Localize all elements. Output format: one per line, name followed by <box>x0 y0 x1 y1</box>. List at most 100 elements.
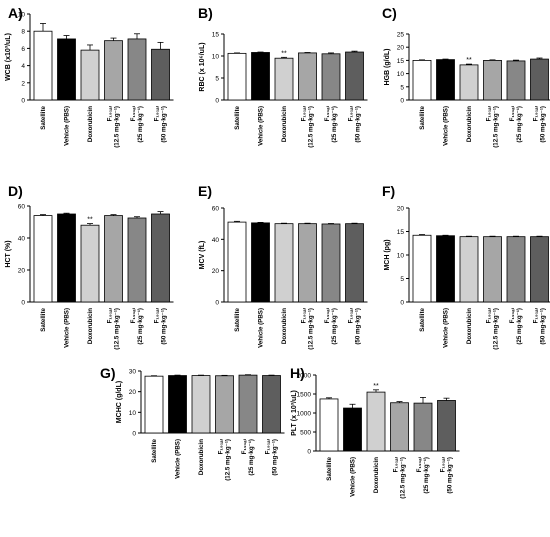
x-category-label: Doxorubicin <box>281 106 288 142</box>
significance-label: ** <box>87 217 93 224</box>
x-category-label: F₁₉₁ₐₗ(50 mg·kg⁻¹) <box>348 105 362 142</box>
bar-2 <box>436 59 455 101</box>
panel-letter: C) <box>382 5 397 21</box>
y-axis-label: PLT (x 10³/uL) <box>291 390 298 436</box>
x-category-label: F₁₉₁ₐₗ(50 mg·kg⁻¹) <box>265 438 279 475</box>
significance-label: ** <box>373 383 379 390</box>
x-category-label: Doxorubicin <box>87 106 94 142</box>
panel-letter: G) <box>100 365 116 381</box>
y-axis-label: HCT (%) <box>5 240 12 267</box>
bar-6 <box>262 375 281 434</box>
bar-4 <box>298 52 317 101</box>
x-category-label: Vehicle (PBS) <box>350 457 357 497</box>
bar-6 <box>530 58 549 101</box>
bar-2 <box>436 235 455 303</box>
y-tick-label: 10 <box>18 12 26 19</box>
bar-1 <box>33 30 53 101</box>
bar-5 <box>321 223 341 303</box>
y-axis-label: MCH (pg) <box>384 239 391 270</box>
bar-1 <box>412 60 432 101</box>
bar-5 <box>413 402 433 452</box>
y-tick-label: 0 <box>307 449 311 456</box>
x-category-label: Satellite <box>419 105 426 129</box>
x-category-label: Satellite <box>234 307 241 331</box>
y-tick-label: 0 <box>215 98 219 105</box>
x-category-label: F₁₉₁ₐₗ(12.5 mg·kg⁻¹) <box>107 307 121 349</box>
x-category-label: F₁₉₁ₐₗ(25 mg·kg⁻¹) <box>324 307 338 344</box>
bar-6 <box>345 51 364 101</box>
bar-3 <box>80 49 100 101</box>
x-category-label: Vehicle (PBS) <box>64 308 71 348</box>
bar-2 <box>343 407 362 452</box>
y-axis-label: MCV (fL) <box>199 241 206 270</box>
bar-3 <box>191 375 211 434</box>
x-category-label: F₁₉₁ₐₗ(25 mg·kg⁻¹) <box>324 105 338 142</box>
x-category-label: Vehicle (PBS) <box>443 308 450 348</box>
x-category-label: Vehicle (PBS) <box>258 308 265 348</box>
x-category-label: Satellite <box>326 456 333 480</box>
x-category-label: Doxorubicin <box>466 308 473 344</box>
x-category-label: Doxorubicin <box>87 308 94 344</box>
x-category-label: F₁₉₁ₐₗ(50 mg·kg⁻¹) <box>154 105 168 142</box>
y-tick-label: 20 <box>129 389 137 396</box>
y-tick-label: 20 <box>397 206 405 213</box>
chart-panel-3: C) 0 5 10 15 20 25 HGB (g/dL) Satellite Vehicle (… <box>382 5 550 148</box>
bar-6 <box>345 223 364 303</box>
bar-2 <box>168 375 187 434</box>
bar-2 <box>57 38 76 101</box>
x-category-label: F₁₉₁ₐₗ(50 mg·kg⁻¹) <box>348 307 362 344</box>
x-category-label: F₁₉₁ₐₗ(50 mg·kg⁻¹) <box>154 307 168 344</box>
y-tick-label: 10 <box>212 54 220 61</box>
bar-5 <box>238 374 258 434</box>
significance-label: ** <box>281 50 287 57</box>
bar-5 <box>127 38 147 101</box>
x-category-label: F₁₉₁ₐₗ(12.5 mg·kg⁻¹) <box>301 307 315 349</box>
chart-panel-8: H) 0 500 1000 1500 2000 PLT (x 10³/uL) Satellit… <box>290 365 460 499</box>
y-tick-label: 6 <box>21 46 25 53</box>
bar-1 <box>227 52 247 101</box>
bar-5 <box>127 217 147 303</box>
y-tick-label: 2 <box>21 80 25 87</box>
bar-4 <box>104 215 123 303</box>
bar-6 <box>151 48 170 101</box>
x-category-label: Doxorubicin <box>373 457 380 493</box>
x-category-label: F₁₉₁ₐₗ(25 mg·kg⁻¹) <box>416 456 430 493</box>
y-tick-label: 0 <box>21 300 25 307</box>
bar-4 <box>483 60 502 101</box>
y-tick-label: 15 <box>397 58 405 65</box>
y-tick-label: 20 <box>397 45 405 52</box>
x-category-label: F₁₉₁ₐₗ(25 mg·kg⁻¹) <box>509 307 523 344</box>
bar-2 <box>57 213 76 303</box>
bar-6 <box>437 400 456 452</box>
bar-3 <box>366 391 386 452</box>
panel-letter: E) <box>198 183 212 199</box>
bar-2 <box>251 52 270 101</box>
bar-1 <box>412 234 432 303</box>
x-category-label: F₁₉₁ₐₗ(12.5 mg·kg⁻¹) <box>218 438 232 480</box>
bar-1 <box>33 215 53 303</box>
y-tick-label: 5 <box>400 276 404 283</box>
y-tick-label: 8 <box>21 29 25 36</box>
panel-letter: A) <box>8 5 23 21</box>
y-tick-label: 20 <box>18 268 26 275</box>
y-tick-label: 25 <box>397 32 405 39</box>
x-category-label: Vehicle (PBS) <box>64 106 71 146</box>
x-category-label: Doxorubicin <box>466 106 473 142</box>
x-category-label: Vehicle (PBS) <box>443 106 450 146</box>
bar-4 <box>483 236 502 303</box>
y-tick-label: 10 <box>129 410 137 417</box>
x-category-label: F₁₉₁ₐₗ(12.5 mg·kg⁻¹) <box>486 307 500 349</box>
x-category-label: F₁₉₁ₐₗ(25 mg·kg⁻¹) <box>130 105 144 142</box>
significance-label: ** <box>466 57 472 64</box>
y-tick-label: 30 <box>129 369 137 376</box>
bar-3 <box>459 64 479 101</box>
y-tick-label: 0 <box>400 300 404 307</box>
bar-1 <box>319 398 339 452</box>
y-axis-label: MCHC (g/dL) <box>116 381 123 423</box>
chart-panel-4: D) 0 20 40 60 HCT (%) Satellite Vehicle (PBS) **… <box>5 183 174 350</box>
bar-6 <box>151 213 170 303</box>
chart-panel-5: E) 0 20 40 60 MCV (fL) Satellite Vehicle (PBS) D… <box>198 183 368 350</box>
y-tick-label: 0 <box>215 300 219 307</box>
y-tick-label: 40 <box>18 236 26 243</box>
